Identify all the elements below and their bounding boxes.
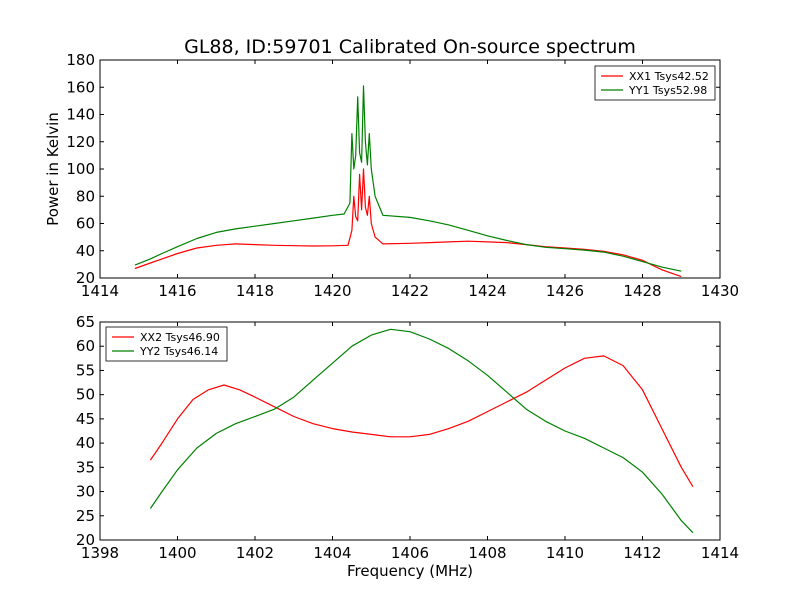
series-line-2 — [134, 85, 682, 272]
series-line-1 — [134, 168, 682, 278]
x-tick-label: 1410 — [546, 544, 584, 562]
x-tick-label: 1428 — [623, 282, 661, 300]
y-tick-label: 35 — [76, 458, 95, 476]
series-line-1 — [149, 355, 694, 488]
y-tick-label: 60 — [76, 337, 95, 355]
x-tick-label: 1422 — [391, 282, 429, 300]
x-tick-label: 1426 — [546, 282, 584, 300]
x-tick-label: 1408 — [468, 544, 506, 562]
y-axis-label: Power in Kelvin — [44, 112, 62, 226]
y-tick-label: 60 — [76, 215, 95, 233]
x-axis-label: Frequency (MHz) — [347, 562, 473, 580]
y-tick-label: 20 — [76, 269, 95, 287]
legend-label-1: XX2 Tsys46.90 — [140, 331, 220, 344]
x-tick-label: 1398 — [81, 544, 119, 562]
y-tick-label: 55 — [76, 361, 95, 379]
series-line-2 — [149, 328, 694, 534]
y-tick-label: 25 — [76, 507, 95, 525]
x-tick-label: 1416 — [158, 282, 196, 300]
y-tick-label: 140 — [66, 106, 95, 124]
x-tick-label: 1414 — [701, 544, 739, 562]
legend-label-1: XX1 Tsys42.52 — [629, 70, 709, 83]
y-tick-label: 50 — [76, 386, 95, 404]
chart-title: GL88, ID:59701 Calibrated On-source spec… — [184, 36, 636, 58]
legend-label-2: YY2 Tsys46.14 — [139, 345, 218, 358]
y-tick-label: 20 — [76, 531, 95, 549]
x-tick-label: 1418 — [236, 282, 274, 300]
y-tick-label: 65 — [76, 313, 95, 331]
legend-label-2: YY1 Tsys52.98 — [628, 84, 707, 97]
x-tick-label: 1406 — [391, 544, 429, 562]
y-tick-label: 80 — [76, 187, 95, 205]
x-tick-label: 1420 — [313, 282, 351, 300]
y-tick-label: 30 — [76, 483, 95, 501]
legend-box — [105, 326, 228, 362]
x-tick-label: 1430 — [701, 282, 739, 300]
x-tick-label: 1414 — [81, 282, 119, 300]
x-tick-label: 1412 — [623, 544, 661, 562]
x-tick-label: 1400 — [158, 544, 196, 562]
y-tick-label: 40 — [76, 434, 95, 452]
y-tick-label: 40 — [76, 242, 95, 260]
y-tick-label: 45 — [76, 410, 95, 428]
top-chart: GL88, ID:59701 Calibrated On-source spec… — [44, 36, 739, 300]
x-tick-label: 1424 — [468, 282, 506, 300]
x-tick-label: 1402 — [236, 544, 274, 562]
y-tick-label: 160 — [66, 78, 95, 96]
y-tick-label: 120 — [66, 133, 95, 151]
y-tick-label: 180 — [66, 51, 95, 69]
bottom-chart: 1398 1400 1402 1404 1406 1408 1410 1412 1414 20 25… — [76, 313, 739, 580]
legend-box — [594, 65, 716, 101]
x-tick-label: 1404 — [313, 544, 351, 562]
y-tick-label: 100 — [66, 160, 95, 178]
